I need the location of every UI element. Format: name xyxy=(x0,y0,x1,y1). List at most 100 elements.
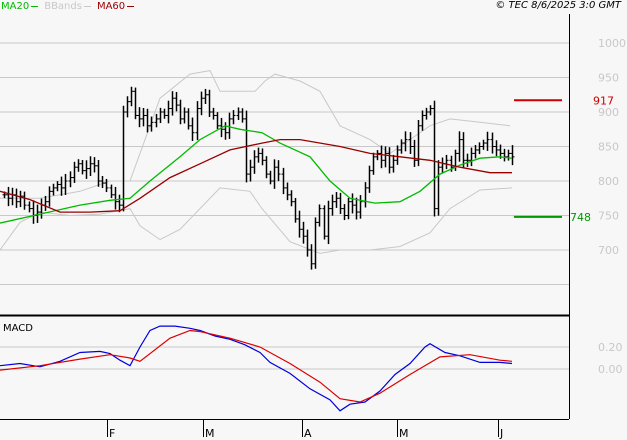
ohlc-bar xyxy=(51,183,56,196)
ohlc-bar xyxy=(338,192,343,214)
ohlc-bar xyxy=(104,178,109,193)
x-tick-label: J xyxy=(499,427,503,440)
ohlc-bar xyxy=(494,140,499,157)
ohlc-bar xyxy=(383,146,388,168)
y-tick-label: 1000 xyxy=(598,37,626,50)
ohlc-bar xyxy=(391,154,396,173)
ohlc-bar xyxy=(403,131,408,152)
ohlc-bar xyxy=(481,139,486,150)
y-tick-label: 950 xyxy=(598,72,619,85)
ohlc-bar xyxy=(379,145,384,169)
ohlc-bar xyxy=(117,194,122,213)
ohlc-bar xyxy=(412,139,417,167)
ohlc-bar xyxy=(252,150,257,174)
ohlc-bar xyxy=(190,117,195,141)
ohlc-bar xyxy=(215,112,220,130)
ohlc-bar xyxy=(326,200,331,245)
ohlc-bar xyxy=(313,217,318,269)
ohlc-bar xyxy=(363,182,368,208)
ohlc-bar xyxy=(317,204,322,227)
ohlc-bar xyxy=(502,148,507,162)
ohlc-bar xyxy=(465,153,470,167)
ohlc-bar xyxy=(330,194,335,216)
ohlc-bar xyxy=(231,110,236,125)
ohlc-bar xyxy=(399,139,404,154)
ohlc-bar xyxy=(158,107,163,124)
ohlc-bar xyxy=(166,100,171,124)
ohlc-bar xyxy=(260,148,265,166)
ohlc-bar xyxy=(350,193,355,214)
ohlc-bar xyxy=(440,157,445,174)
ohlc-bar xyxy=(63,173,68,195)
ohlc-bar xyxy=(100,176,105,189)
ohlc-bar xyxy=(477,142,482,155)
ma60-line xyxy=(0,138,512,213)
ohlc-bar xyxy=(371,152,376,175)
ohlc-bar xyxy=(510,145,515,166)
ohlc-bar xyxy=(420,110,425,131)
x-tick-label: M xyxy=(205,427,215,440)
ohlc-bar xyxy=(272,159,277,189)
level-label: 917 xyxy=(593,94,614,107)
ohlc-bar xyxy=(334,192,339,208)
ohlc-bar xyxy=(96,160,101,187)
y-tick-label: 800 xyxy=(598,175,619,188)
ohlc-bar xyxy=(186,108,191,130)
ohlc-bar xyxy=(457,131,462,162)
ohlc-bar xyxy=(145,108,150,133)
ohlc-bar xyxy=(375,150,380,161)
ohlc-bar xyxy=(236,107,241,121)
ohlc-bar xyxy=(461,132,466,168)
ohlc-bar xyxy=(281,167,286,195)
macd-y-tick-label: 0.00 xyxy=(598,363,623,376)
ohlc-bar xyxy=(248,159,253,182)
ohlc-bar xyxy=(182,107,187,124)
ohlc-bar xyxy=(395,145,400,165)
ohlc-bar xyxy=(109,184,114,199)
ohlc-bar xyxy=(387,147,392,174)
ohlc-bar xyxy=(18,190,23,208)
ohlc-bar xyxy=(354,197,359,220)
ohlc-bar xyxy=(289,190,294,207)
macd-title: MACD xyxy=(3,323,33,334)
ohlc-bar xyxy=(55,181,60,192)
ohlc-bar xyxy=(22,191,27,210)
ohlc-bar xyxy=(367,165,372,193)
ohlc-bar xyxy=(424,107,429,120)
legend-ma60: MA60 xyxy=(97,1,135,12)
y-tick-label: 900 xyxy=(598,106,619,119)
ohlc-bar xyxy=(178,99,183,125)
ohlc-bar xyxy=(346,197,351,220)
ohlc-bar xyxy=(297,210,302,238)
ohlc-bar xyxy=(408,132,413,154)
ohlc-bar xyxy=(490,132,495,154)
ohlc-bar xyxy=(285,182,290,201)
ohlc-bar xyxy=(322,205,327,240)
ohlc-bar xyxy=(223,122,228,140)
legend-bbands: BBands xyxy=(44,1,91,12)
ohlc-bar xyxy=(76,159,81,172)
ohlc-bar xyxy=(59,176,64,196)
ohlc-bar xyxy=(6,186,11,207)
ohlc-bar xyxy=(43,195,48,211)
ohlc-bar xyxy=(162,108,167,119)
ohlc-bar xyxy=(80,160,85,175)
ohlc-bar xyxy=(469,147,474,167)
ohlc-bar xyxy=(305,229,310,257)
ohlc-bar xyxy=(154,113,159,128)
x-tick-label: A xyxy=(304,427,312,440)
x-tick-label: F xyxy=(109,427,115,440)
legend: MA20 BBands MA60 xyxy=(1,1,135,12)
ohlc-bar xyxy=(47,186,52,207)
ohlc-bar xyxy=(137,107,142,128)
ohlc-bar xyxy=(170,91,175,116)
ohlc-bar xyxy=(72,161,77,183)
ohlc-bar xyxy=(256,147,261,163)
ohlc-bar xyxy=(342,204,347,221)
ohlc-bar xyxy=(293,197,298,223)
ohlc-bar xyxy=(485,131,490,151)
ohlc-bar xyxy=(129,86,134,107)
ohlc-bar xyxy=(31,200,36,224)
y-tick-label: 850 xyxy=(598,141,619,154)
